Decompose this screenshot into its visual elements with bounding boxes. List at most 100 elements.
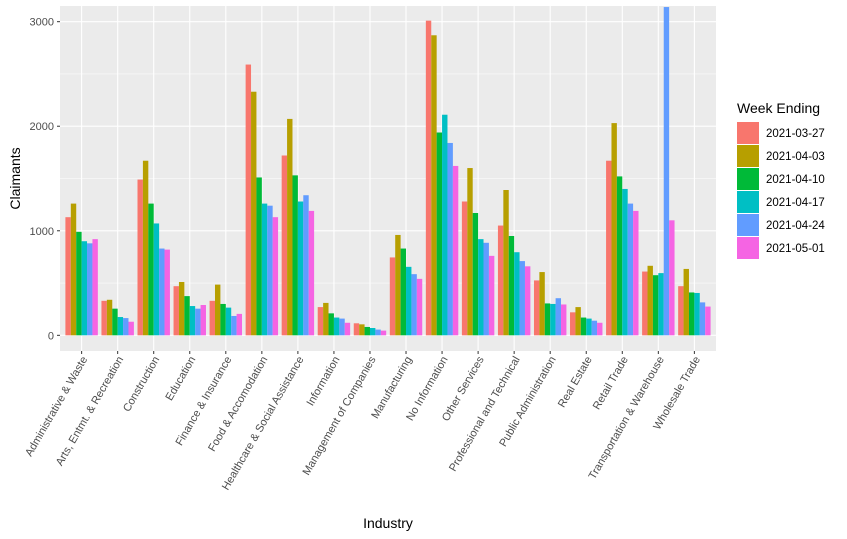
bar	[678, 286, 684, 336]
bar	[431, 35, 437, 336]
bar	[461, 201, 468, 336]
x-tick-label: Professional and Technical	[447, 355, 523, 474]
legend-key	[737, 122, 759, 144]
bar	[65, 217, 71, 336]
bar	[112, 308, 118, 336]
bar	[503, 190, 509, 336]
y-tick-label: 0	[48, 330, 54, 342]
bar	[652, 275, 659, 336]
bar	[627, 203, 634, 336]
bar	[389, 257, 396, 336]
legend-key	[737, 145, 759, 167]
bar	[375, 329, 381, 336]
bar	[225, 307, 232, 336]
bar	[267, 205, 273, 336]
bar	[555, 298, 562, 336]
bar	[663, 7, 670, 336]
bar	[524, 266, 531, 336]
legend-label: 2021-03-27	[766, 128, 825, 140]
bar	[606, 160, 612, 336]
bar	[231, 315, 237, 336]
bar	[359, 324, 365, 336]
bar	[159, 248, 165, 336]
bar	[570, 312, 576, 336]
legend: Week Ending 2021-03-27 2021-04-03 2021-04-…	[737, 100, 825, 259]
bar	[189, 306, 196, 336]
bar	[214, 284, 221, 336]
bar	[580, 317, 587, 336]
bar	[669, 220, 675, 336]
bar	[395, 234, 401, 336]
bar	[467, 168, 473, 336]
bar	[178, 282, 185, 336]
bar	[658, 273, 664, 336]
bar	[575, 307, 581, 336]
bar	[92, 239, 98, 336]
bar	[81, 241, 88, 336]
bar	[128, 321, 134, 336]
legend-label: 2021-04-03	[766, 151, 825, 163]
bar	[317, 307, 324, 336]
bar	[272, 217, 279, 336]
x-tick-label: Education	[163, 355, 198, 403]
bar	[364, 326, 370, 336]
bar	[497, 225, 504, 336]
bar	[209, 300, 215, 336]
bars	[65, 7, 711, 336]
bar	[699, 302, 706, 336]
bar	[142, 160, 149, 336]
bar	[483, 242, 489, 336]
bar	[400, 248, 407, 336]
bar	[195, 308, 201, 336]
bar	[622, 188, 628, 336]
bar	[101, 300, 107, 336]
legend-label: 2021-04-17	[766, 197, 825, 209]
bar	[539, 272, 545, 336]
y-tick-label: 2000	[30, 121, 54, 133]
bar	[173, 286, 179, 336]
bar	[200, 305, 206, 336]
bar	[251, 91, 257, 336]
bar	[586, 318, 592, 336]
bar	[344, 322, 351, 336]
legend-key	[737, 168, 759, 190]
bar	[519, 261, 525, 336]
bar	[323, 302, 329, 336]
bar	[123, 318, 129, 336]
legend-label: 2021-04-10	[766, 174, 825, 186]
bar	[533, 280, 540, 336]
bar	[292, 175, 298, 336]
x-tick-label: Information	[305, 355, 343, 409]
bar	[544, 303, 551, 336]
bar	[303, 195, 309, 336]
bar	[106, 299, 113, 336]
bar	[308, 210, 315, 336]
legend-label: 2021-05-01	[766, 243, 825, 255]
bar	[70, 203, 77, 336]
bar	[380, 330, 387, 336]
bar	[508, 236, 515, 336]
bar	[261, 203, 268, 336]
bar	[256, 177, 262, 336]
bar	[642, 271, 648, 336]
bar	[333, 317, 340, 336]
bar	[369, 328, 376, 336]
bar	[683, 268, 689, 336]
bar	[447, 142, 453, 336]
bar	[236, 313, 243, 336]
x-tick-label: Real Estate	[556, 355, 595, 410]
bar	[633, 210, 639, 336]
x-tick-label: Retail Trade	[591, 355, 631, 412]
bar	[705, 306, 711, 336]
y-tick-label: 1000	[30, 226, 54, 238]
bar	[184, 296, 190, 336]
legend-title: Week Ending	[737, 100, 820, 116]
x-tick-label: Construction	[121, 355, 162, 414]
y-axis: 0 1000 2000 3000	[30, 17, 60, 342]
y-tick-label: 3000	[30, 17, 54, 29]
bar	[452, 165, 459, 336]
bar	[137, 179, 143, 336]
bar	[148, 203, 154, 336]
